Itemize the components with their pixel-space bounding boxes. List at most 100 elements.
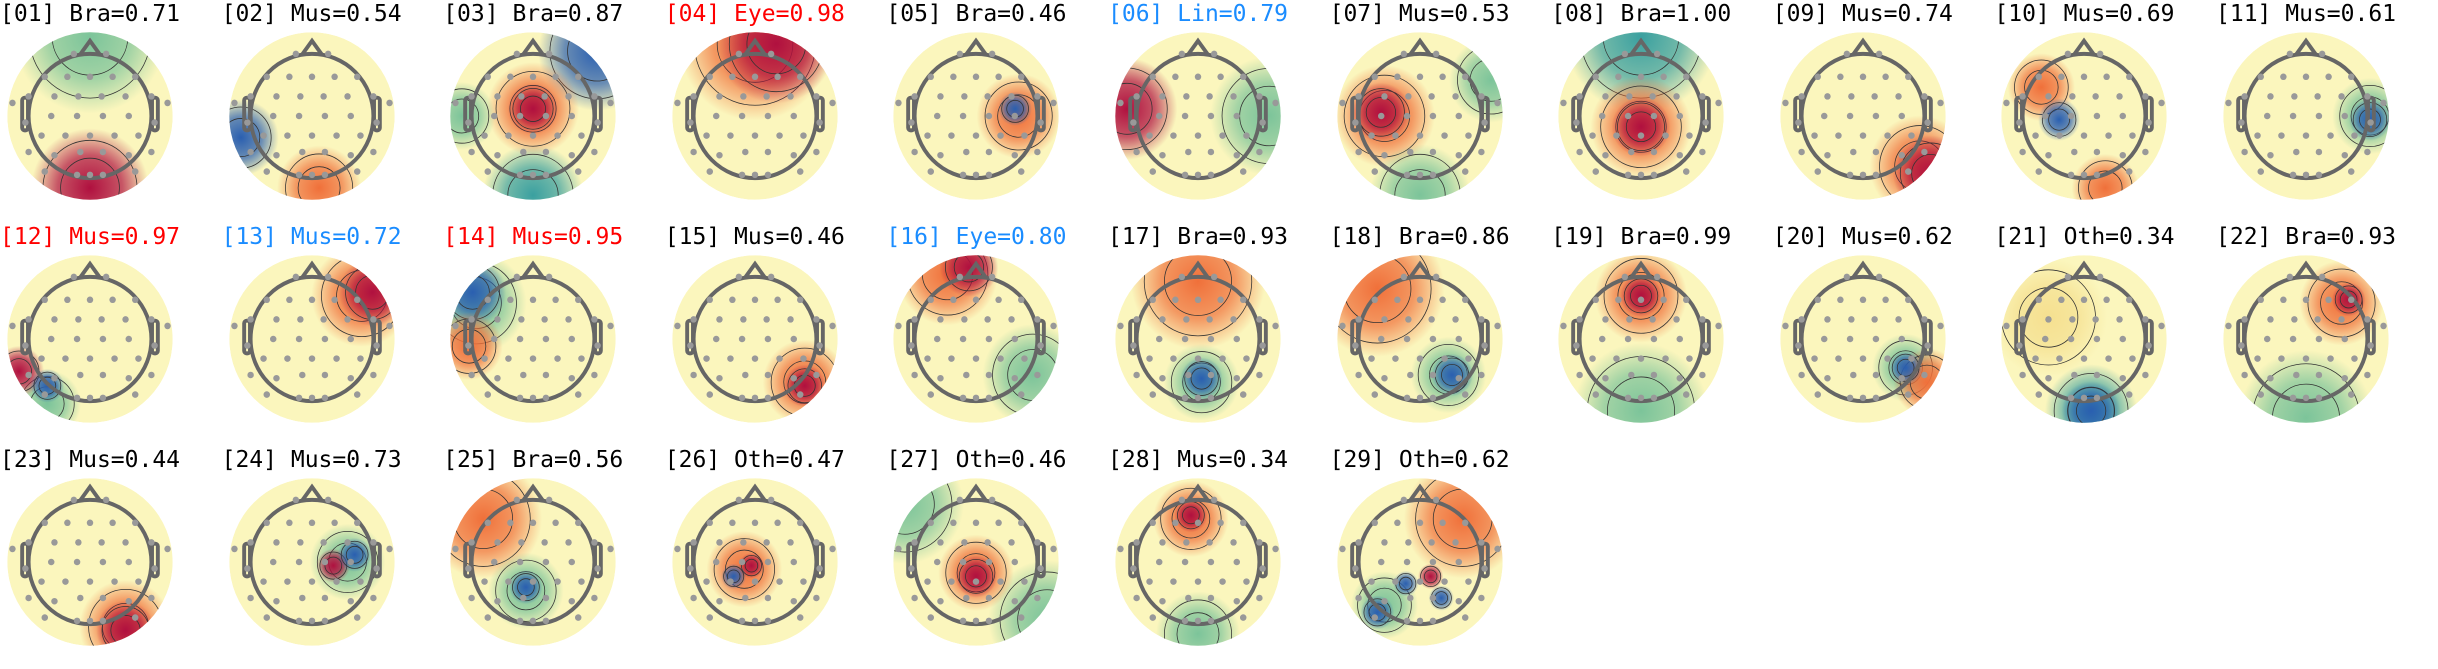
electrode-dot [591, 93, 598, 100]
electrode-dot [706, 391, 713, 398]
topomap [228, 478, 395, 646]
electrode-dot [542, 171, 550, 179]
electrode-dot [2367, 342, 2374, 349]
left-ear-icon [1793, 318, 1803, 356]
electrode-dot [1367, 132, 1375, 139]
electrode-dot [505, 578, 512, 585]
contour-line [60, 157, 120, 200]
electrode-dot [1207, 171, 1215, 179]
electrode-dot [2103, 296, 2111, 304]
electrode-dot [1240, 391, 1247, 398]
electrode-dot [1637, 73, 1645, 81]
component-cell: [11] Mus=0.61 [2216, 0, 2437, 223]
right-ear-icon [1701, 318, 1711, 356]
electrode-dot [1461, 296, 1469, 304]
electrode-dot [1149, 614, 1156, 621]
electrode-dot [1699, 371, 1706, 379]
electrode-dot [2094, 335, 2101, 343]
electrode-dot [812, 93, 820, 100]
electrode-dot [1461, 391, 1469, 398]
electrode-dot [2145, 342, 2153, 349]
contour-line [954, 255, 985, 283]
electrode-dot [1702, 119, 1710, 126]
electrode-dot [1233, 597, 1240, 605]
electrode-dot [1455, 558, 1462, 566]
electrode-dot [1194, 519, 1202, 527]
electrode-dot [321, 148, 328, 156]
electrode-dot [1156, 112, 1163, 120]
electrode-dot [738, 335, 746, 343]
electrode-dot [484, 296, 492, 304]
component-cell: [10] Mus=0.69 [1994, 0, 2215, 223]
electrode-dot [1377, 335, 1385, 343]
electrode-dot [764, 594, 771, 602]
contour-line [320, 255, 395, 338]
electrode-dot [246, 539, 254, 546]
electrode-dot [62, 355, 69, 362]
contour-line [517, 578, 535, 597]
electrode-dot [529, 73, 537, 81]
electrode-dot [2364, 316, 2371, 323]
component-index: [20] [1772, 224, 1843, 250]
electrode-dot [741, 594, 749, 602]
electrode-dot [2045, 316, 2053, 323]
contour-line [1630, 284, 1653, 307]
component-score: 0.47 [789, 447, 845, 473]
electrode-dot [86, 296, 94, 304]
right-ear-icon [593, 541, 603, 579]
electrode-dot [1882, 73, 1889, 81]
electrode-dot [1429, 112, 1436, 120]
electrode-dot [1859, 296, 1867, 304]
electrode-dot [716, 151, 723, 159]
electrode-dot [2241, 371, 2248, 379]
electrode-dot [111, 355, 118, 362]
electrode-dot [706, 519, 713, 527]
electrode-dot [86, 355, 94, 362]
electrode-dot [800, 132, 807, 139]
component-title: [02] Mus=0.54 [222, 0, 402, 28]
electrode-dot [1354, 594, 1362, 602]
component-label: Bra= [955, 1, 1012, 27]
component-cell: [16] Eye=0.80 [886, 223, 1107, 446]
electrode-dot [1673, 93, 1680, 100]
electrode-dot [568, 558, 576, 566]
component-label: Eye= [955, 224, 1012, 250]
electrode-dot [2289, 335, 2297, 343]
electrode-dot [1207, 112, 1215, 120]
electrode-dot [321, 371, 328, 379]
electrode-dot [1875, 273, 1883, 281]
electrode-dot [568, 335, 576, 343]
electrode-dot [776, 355, 783, 362]
electrode-dot [812, 371, 820, 379]
electrode-dot [1159, 316, 1166, 323]
electrode-dot [542, 371, 550, 379]
electrode-dot [727, 132, 734, 139]
electrode-dot [513, 50, 521, 58]
electrode-dot [308, 578, 315, 585]
electrode-dot [763, 316, 770, 323]
electrode-dot [764, 112, 771, 120]
electrode-dot [47, 112, 55, 120]
electrode-dot [927, 614, 935, 621]
electrode-dot [1794, 119, 1802, 126]
electrode-dot [1649, 93, 1657, 100]
right-ear-icon [150, 95, 160, 133]
electrode-dot [542, 148, 550, 156]
electrode-dot [1011, 558, 1019, 566]
nose-icon [1186, 260, 1210, 280]
left-ear-icon [1128, 541, 1138, 579]
electrode-dot [973, 519, 980, 527]
electrode-dot [1613, 355, 1620, 362]
electrode-dot [125, 112, 132, 120]
electrode-dot [1872, 148, 1879, 156]
electrode-dot [728, 73, 736, 81]
electrode-dot [790, 112, 797, 120]
electrode-dot [132, 296, 139, 304]
nose-icon [1186, 483, 1210, 503]
electrode-dot [148, 539, 155, 546]
component-cell: [02] Mus=0.54 [222, 0, 443, 223]
contour-line [284, 153, 353, 200]
electrode-dot [70, 273, 78, 281]
component-label: Mus= [2063, 1, 2120, 27]
electrode-dot [332, 578, 340, 585]
